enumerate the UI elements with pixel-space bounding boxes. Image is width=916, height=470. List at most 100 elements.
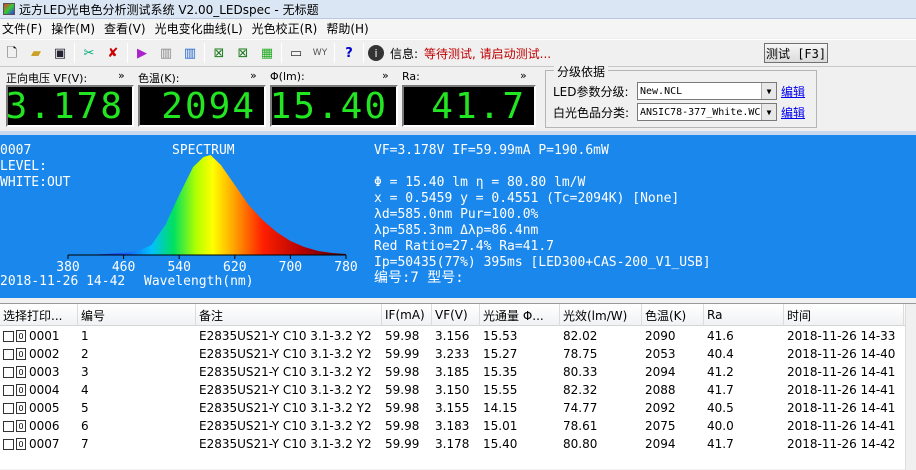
print-checkbox[interactable] [3, 330, 14, 342]
col-select-print-cell: 0 0002 [0, 345, 78, 363]
toolbar-separator [281, 43, 282, 63]
bar-chart-icon[interactable]: ▥ [183, 45, 197, 61]
col-ra-cell: 40.5 [707, 401, 734, 415]
record-icon: 0 [16, 420, 26, 432]
menu-file[interactable]: 文件(F) [2, 22, 43, 36]
white-grading-select[interactable]: ANSIC78-377_White.WC ▼ [637, 103, 777, 121]
info-label: 信息: [390, 46, 419, 61]
col-vf-header[interactable]: VF(V) [432, 304, 480, 326]
toolbar: 🗋 ▰ ▣ ✂ ✘ ▶ ▥ ▥ ⊠ ⊠ ▦ ▭ WY ? i 信息: 等待测试,… [0, 39, 916, 67]
menu-bar: 文件(F) 操作(M) 查看(V) 光电变化曲线(L) 光色校正(R) 帮助(H… [0, 19, 916, 38]
col-cct-cell: 2092 [645, 401, 676, 415]
col-vf-cell: 3.178 [435, 437, 470, 451]
col-time-cell: 2018-11-26 14-41 [787, 383, 896, 397]
white-grading-label: 白光色品分类: [553, 105, 630, 120]
expand-arrow-icon[interactable]: » [118, 69, 125, 82]
record-id: 0005 [29, 401, 60, 415]
record-icon: 0 [16, 330, 26, 342]
table-row[interactable]: 0 0004 4 E2835US21-Y C10 3.1-3.2 Y2 59.98 3.1… [0, 381, 916, 399]
menu-curves[interactable]: 光电变化曲线(L) [154, 22, 243, 36]
param-edit-link[interactable]: 编辑 [781, 84, 806, 99]
print-checkbox[interactable] [3, 384, 14, 396]
print-checkbox[interactable] [3, 348, 14, 360]
test-button[interactable]: 测试 [F3] [764, 43, 829, 63]
col-cct-cell: 2090 [645, 329, 676, 343]
export-icon[interactable]: ✂ [83, 45, 95, 61]
vertical-scrollbar[interactable] [905, 304, 916, 470]
record-id: 0001 [29, 329, 60, 343]
measure-line: VF=3.178V IF=59.99mA P=190.6mW [374, 143, 609, 158]
white-edit-link[interactable]: 编辑 [781, 105, 806, 120]
info-message: 等待测试, 请启动测试... [424, 46, 552, 61]
color-icon[interactable]: ▶ [137, 45, 147, 61]
col-select-print-cell: 0 0001 [0, 327, 78, 345]
readout-ra-label: Ra: [402, 70, 420, 83]
save-icon[interactable]: ▣ [53, 45, 67, 61]
print-checkbox[interactable] [3, 366, 14, 378]
chevron-down-icon[interactable]: ▼ [761, 83, 776, 99]
col-remark-header[interactable]: 备注 [196, 304, 382, 326]
spectrum-left-line: WHITE:OUT [0, 175, 71, 190]
table-icon[interactable]: ▦ [260, 45, 274, 61]
menu-view[interactable]: 查看(V) [104, 22, 146, 36]
col-select-print-cell: 0 0004 [0, 381, 78, 399]
print-checkbox[interactable] [3, 438, 14, 450]
table-row[interactable]: 0 0001 1 E2835US21-Y C10 3.1-3.2 Y2 59.98 3.1… [0, 327, 916, 345]
wy-icon[interactable]: WY [312, 47, 328, 58]
toolbar-separator [127, 43, 128, 63]
table-row[interactable]: 0 0002 2 E2835US21-Y C10 3.1-3.2 Y2 59.99 3.2… [0, 345, 916, 363]
col-remark-cell: E2835US21-Y C10 3.1-3.2 Y2 [199, 329, 372, 343]
expand-arrow-icon[interactable]: » [382, 69, 389, 82]
spectrum-chart-icon[interactable]: ▥ [159, 45, 173, 61]
col-cct-cell: 2075 [645, 419, 676, 433]
table-row[interactable]: 0 0006 6 E2835US21-Y C10 3.1-3.2 Y2 59.98 3.1… [0, 417, 916, 435]
col-flux-cell: 15.40 [483, 437, 518, 451]
title-bar: 远方LED光电色分析测试系统 V2.00_LEDspec - 无标题 [0, 0, 916, 19]
col-if-cell: 59.98 [385, 401, 420, 415]
col-number-cell: 3 [81, 365, 89, 379]
monitor-icon[interactable]: ▭ [289, 45, 303, 61]
expand-arrow-icon[interactable]: » [520, 69, 527, 82]
window-title: 远方LED光电色分析测试系统 V2.00_LEDspec - 无标题 [19, 2, 319, 17]
col-vf-cell: 3.183 [435, 419, 470, 433]
menu-help[interactable]: 帮助(H) [326, 22, 369, 36]
col-cct-header[interactable]: 色温(K) [642, 304, 704, 326]
delete-icon[interactable]: ✘ [107, 45, 119, 61]
col-number-header[interactable]: 编号 [78, 304, 196, 326]
col-flux-header[interactable]: 光通量 Φ... [480, 304, 560, 326]
table-row[interactable]: 0 0003 3 E2835US21-Y C10 3.1-3.2 Y2 59.98 3.1… [0, 363, 916, 381]
col-number-cell: 7 [81, 437, 89, 451]
toolbar-separator [363, 43, 364, 63]
col-vf-cell: 3.156 [435, 329, 470, 343]
col-efficacy-header[interactable]: 光效(lm/W) [560, 304, 642, 326]
col-if-header[interactable]: IF(mA) [382, 304, 432, 326]
menu-calibration[interactable]: 光色校正(R) [251, 22, 318, 36]
col-time-header[interactable]: 时间 [784, 304, 904, 326]
readout-flux: Φ(lm): » 15.40 [264, 68, 400, 130]
col-remark-cell: E2835US21-Y C10 3.1-3.2 Y2 [199, 419, 372, 433]
col-vf-cell: 3.185 [435, 365, 470, 379]
spectrum-left-line: LEVEL: [0, 159, 47, 174]
menu-operate[interactable]: 操作(M) [51, 22, 95, 36]
print-checkbox[interactable] [3, 420, 14, 432]
table-row[interactable]: 0 0005 5 E2835US21-Y C10 3.1-3.2 Y2 59.98 3.1… [0, 399, 916, 417]
col-if-cell: 59.98 [385, 383, 420, 397]
chevron-down-icon[interactable]: ▼ [761, 104, 776, 120]
spectrum-xlabel: Wavelength(nm) [144, 274, 254, 289]
open-folder-icon[interactable]: ▰ [31, 45, 41, 61]
print-checkbox[interactable] [3, 402, 14, 414]
param-grading-select[interactable]: New.NCL ▼ [637, 82, 777, 100]
table-row[interactable]: 0 0007 7 E2835US21-Y C10 3.1-3.2 Y2 59.99 3.1… [0, 435, 916, 453]
col-select-print-header[interactable]: 选择打印... [0, 304, 78, 326]
col-remark-cell: E2835US21-Y C10 3.1-3.2 Y2 [199, 401, 372, 415]
excel-icon[interactable]: ⊠ [213, 45, 225, 61]
col-cct-cell: 2088 [645, 383, 676, 397]
readout-cct-label: 色温(K): [138, 72, 180, 85]
new-file-icon[interactable]: 🗋 [6, 45, 18, 61]
expand-arrow-icon[interactable]: » [250, 69, 257, 82]
excel-export-icon[interactable]: ⊠ [237, 45, 249, 61]
readout-vf-value: 3.178 [6, 85, 134, 127]
help-icon[interactable]: ? [345, 45, 353, 61]
col-ra-header[interactable]: Ra [704, 304, 784, 326]
record-icon: 0 [16, 438, 26, 450]
